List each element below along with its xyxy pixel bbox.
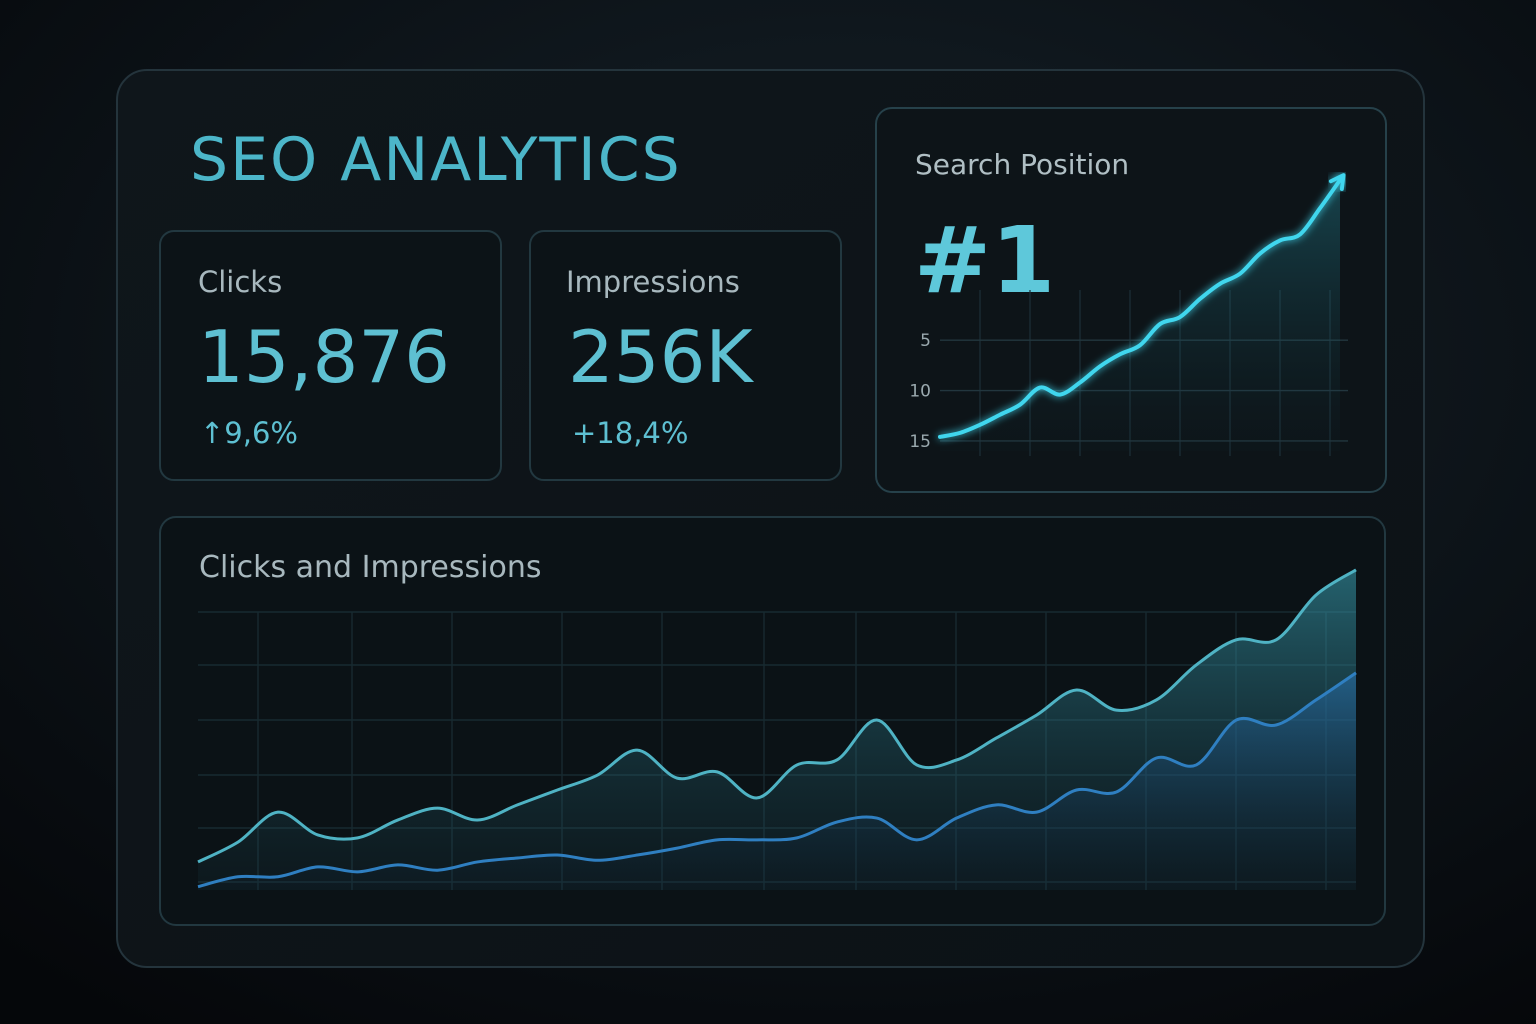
card-change: ↑9,6% bbox=[200, 416, 298, 450]
area bbox=[198, 672, 1356, 890]
arrow-head bbox=[1328, 173, 1346, 192]
y-tick-label: 15 bbox=[909, 432, 931, 452]
card-label: Clicks bbox=[198, 265, 282, 299]
chart-title: Search Position bbox=[915, 148, 1129, 181]
card-change: +18,4% bbox=[572, 416, 688, 450]
dashboard-title: SEO ANALYTICS bbox=[190, 125, 682, 195]
position-value: #1 bbox=[914, 207, 1055, 314]
line bbox=[938, 178, 1342, 439]
card-value: 15,876 bbox=[198, 315, 450, 399]
charts: 5 10 15 bbox=[197, 173, 1357, 890]
impressions-card bbox=[529, 230, 842, 481]
line bbox=[197, 671, 1357, 889]
y-tick-label: 10 bbox=[909, 382, 931, 402]
y-tick-label: 5 bbox=[920, 331, 931, 351]
card-label: Impressions bbox=[566, 265, 740, 299]
area bbox=[940, 180, 1340, 452]
line bbox=[197, 568, 1357, 864]
clicks-card bbox=[159, 230, 502, 481]
card-value: 256K bbox=[568, 315, 754, 399]
chart-title: Clicks and Impressions bbox=[199, 550, 541, 585]
